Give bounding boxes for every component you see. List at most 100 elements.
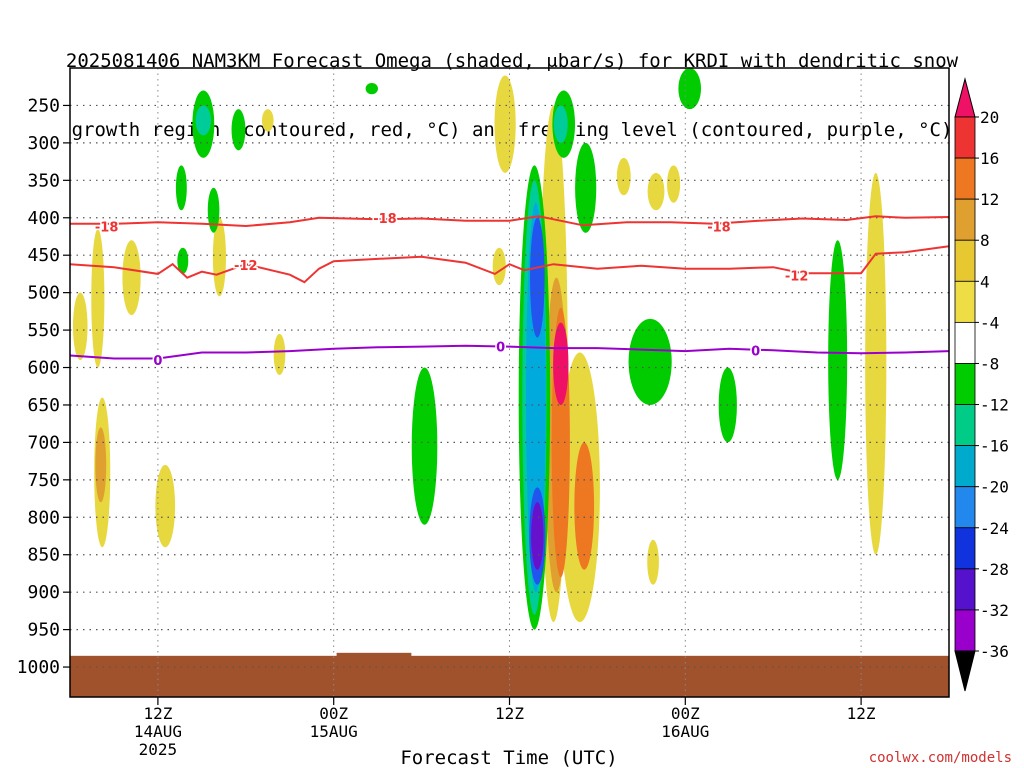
contour-label: -18 [707,221,731,236]
x-axis-label: Forecast Time (UTC) [400,747,617,768]
colorbar-label: 16 [980,149,999,168]
y-tick-label: 600 [27,358,60,379]
omega-region-29 [411,367,438,525]
colorbar-label: 20 [980,108,999,127]
terrain-bump [336,652,412,657]
omega-region-37 [553,105,568,143]
omega-region-40 [678,68,702,110]
x-tick-year-label: 2025 [139,740,178,759]
chart-title: 2025081406 NAM3KM Forecast Omega (shaded… [0,4,1024,165]
x-tick-date-label: 16AUG [661,722,709,741]
omega-region-8 [261,109,274,132]
omega-region-16 [574,442,595,570]
omega-region-6 [212,217,226,297]
omega-region-19 [667,165,681,203]
contour-label: 0 [153,354,162,369]
x-tick-label: 12Z [847,704,876,723]
omega-region-15 [553,322,569,405]
y-tick-label: 500 [27,283,60,304]
colorbar-label: -4 [980,313,999,332]
colorbar-label: 12 [980,190,999,209]
colorbar-swatch [954,609,976,652]
colorbar-label: 4 [980,272,990,291]
title-line-2: growth region (contoured, red, °C) and f… [71,119,953,141]
colorbar-swatch [954,198,976,241]
omega-region-17 [616,157,631,196]
omega-region-28 [207,187,220,233]
y-tick-label: 950 [27,620,60,641]
contour-label: -12 [785,269,809,284]
y-tick-label: 300 [27,133,60,154]
omega-region-35 [531,502,544,570]
y-tick-label: 650 [27,395,60,416]
colorbar-arrow-top [954,77,976,118]
omega-region-39 [628,318,672,405]
omega-region-27 [177,247,189,274]
omega-region-4 [122,240,141,316]
colorbar-label: -12 [980,396,1009,415]
y-tick-label: 700 [27,432,60,453]
colorbar-swatch [954,321,976,364]
omega-region-7 [273,333,286,376]
omega-region-25 [231,109,246,151]
omega-region-18 [647,172,665,211]
y-tick-label: 900 [27,582,60,603]
x-tick-date-label: 14AUG [134,722,182,741]
omega-region-33 [530,217,545,338]
colorbar-swatch [954,527,976,570]
omega-region-42 [828,240,848,480]
omega-region-9 [494,75,516,173]
credit-text: coolwx.com/models [868,750,1012,766]
colorbar-swatch [954,239,976,282]
y-tick-label: 550 [27,320,60,341]
omega-region-5 [155,464,176,548]
contour-label: -18 [95,221,119,236]
omega-region-24 [175,165,187,211]
omega-region-10 [492,247,506,286]
omega-region-21 [865,172,887,555]
contour-label: -12 [234,259,258,274]
colorbar-label: 8 [980,231,990,250]
colorbar-label: -36 [980,642,1009,661]
omega-region-23 [195,105,211,136]
colorbar-swatch [954,486,976,529]
colorbar-swatch [954,568,976,611]
omega-region-3 [95,427,107,503]
omega-region-1 [91,228,105,368]
colorbar-label: -8 [980,354,999,373]
x-tick-label: 12Z [495,704,524,723]
colorbar-swatch [954,445,976,488]
colorbar-swatch [954,363,976,405]
contour-line-1 [70,245,949,284]
y-tick-label: 400 [27,208,60,229]
y-tick-label: 850 [27,545,60,566]
y-tick-label: 750 [27,470,60,491]
y-tick-label: 350 [27,170,60,191]
colorbar-swatch [954,116,976,159]
omega-region-26 [365,82,378,95]
colorbar-swatch [954,280,976,323]
colorbar-swatch [954,404,976,447]
contour-label: -18 [373,212,397,227]
y-tick-label: 450 [27,245,60,266]
colorbar-label: -32 [980,601,1009,620]
plot-area: -18 -18 -18 -12 -12 0 0 0 [70,68,949,697]
y-tick-label: 1000 [17,657,60,678]
y-tick-label: 250 [27,95,60,116]
colorbar: 20 16 12 8 4 -4 -8 -12 -16 -20 -24 -28 -32 -36 [954,77,1009,692]
contour-line-2 [70,344,949,360]
x-tick-label: 00Z [319,704,348,723]
contour-label: 0 [496,341,505,356]
colorbar-label: -20 [980,478,1009,497]
colorbar-label: -16 [980,437,1009,456]
colorbar-swatch [954,157,976,200]
contour-label: 0 [751,344,760,359]
title-line-1: 2025081406 NAM3KM Forecast Omega (shaded… [65,50,959,72]
omega-region-38 [575,142,597,233]
colorbar-arrow-bottom [954,650,976,692]
x-tick-label: 00Z [671,704,700,723]
contour-line-0 [70,215,949,228]
omega-region-20 [647,539,659,585]
y-tick-label: 800 [27,507,60,528]
axes: 250 300 350 400 450 500 550 600 650 700 750 800 850 9… [17,67,950,759]
